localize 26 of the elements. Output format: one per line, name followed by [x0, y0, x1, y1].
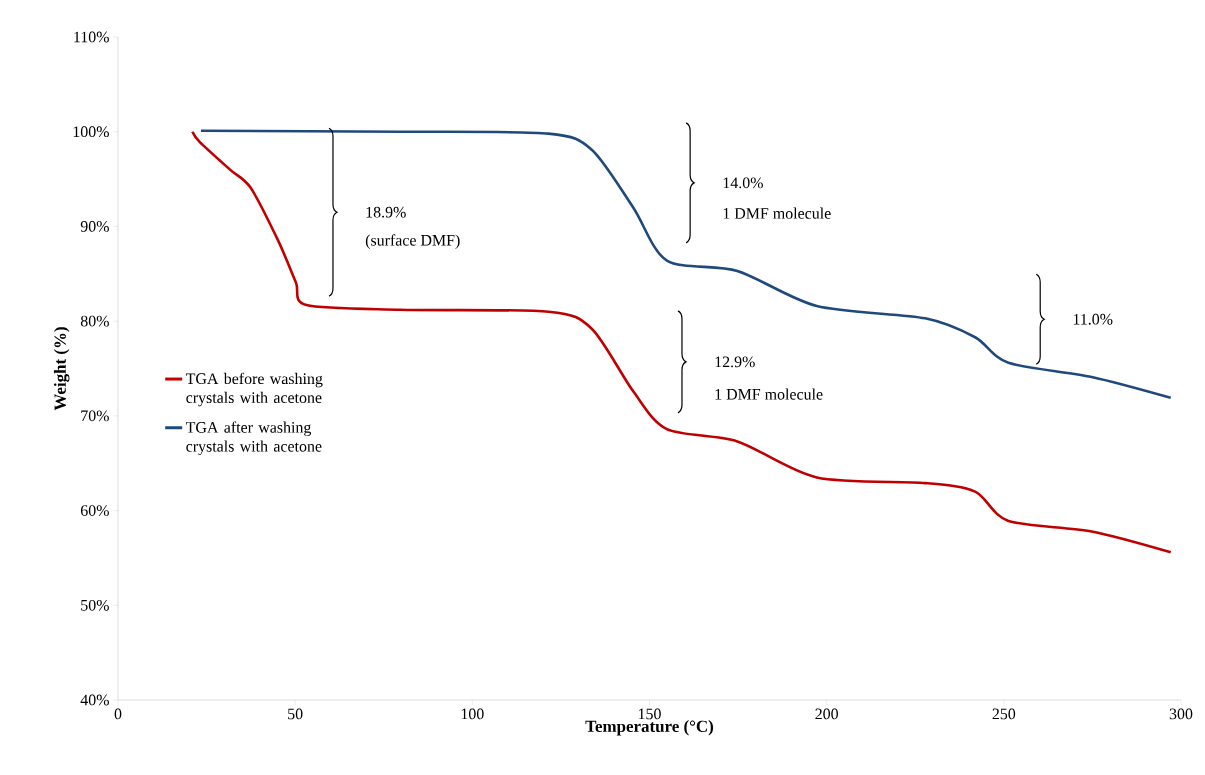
y-tick-label: 90%: [80, 221, 109, 232]
x-tick-label: 250: [992, 708, 1016, 720]
y-tick-label: 100%: [73, 126, 109, 138]
annotation: 1 DMF molecule: [715, 388, 823, 400]
annotation: 18.9%: [366, 206, 406, 218]
x-tick-label: 150: [638, 708, 661, 720]
y-tick-label: 70%: [81, 410, 109, 422]
annotation: 11.0%: [1073, 313, 1113, 325]
x-axis-title: Temperature (°C): [585, 720, 714, 736]
x-tick-label: 300: [1169, 708, 1193, 720]
y-axis-title: Weight (%): [53, 327, 70, 411]
annotation: (surface DMF): [365, 234, 460, 249]
x-tick-label: 200: [815, 708, 838, 720]
annotation: 1 DMF molecule: [723, 207, 831, 219]
x-tick-label: 100: [461, 708, 484, 720]
y-tick-label: 110%: [74, 31, 109, 43]
legend-label: TGA before washing crystals with acetone: [185, 372, 323, 407]
y-tick-label: 50%: [81, 599, 109, 611]
annotation: 14.0%: [723, 177, 763, 189]
x-tick-label: 0: [114, 708, 122, 720]
y-tick-label: 40%: [80, 694, 109, 706]
legend-label: TGA after washing crystals with acetone: [185, 421, 322, 455]
annotation: 12.9%: [715, 356, 755, 368]
y-tick-label: 80%: [80, 315, 109, 327]
y-tick-label: 60%: [80, 505, 109, 516]
x-tick-label: 50: [288, 708, 303, 720]
